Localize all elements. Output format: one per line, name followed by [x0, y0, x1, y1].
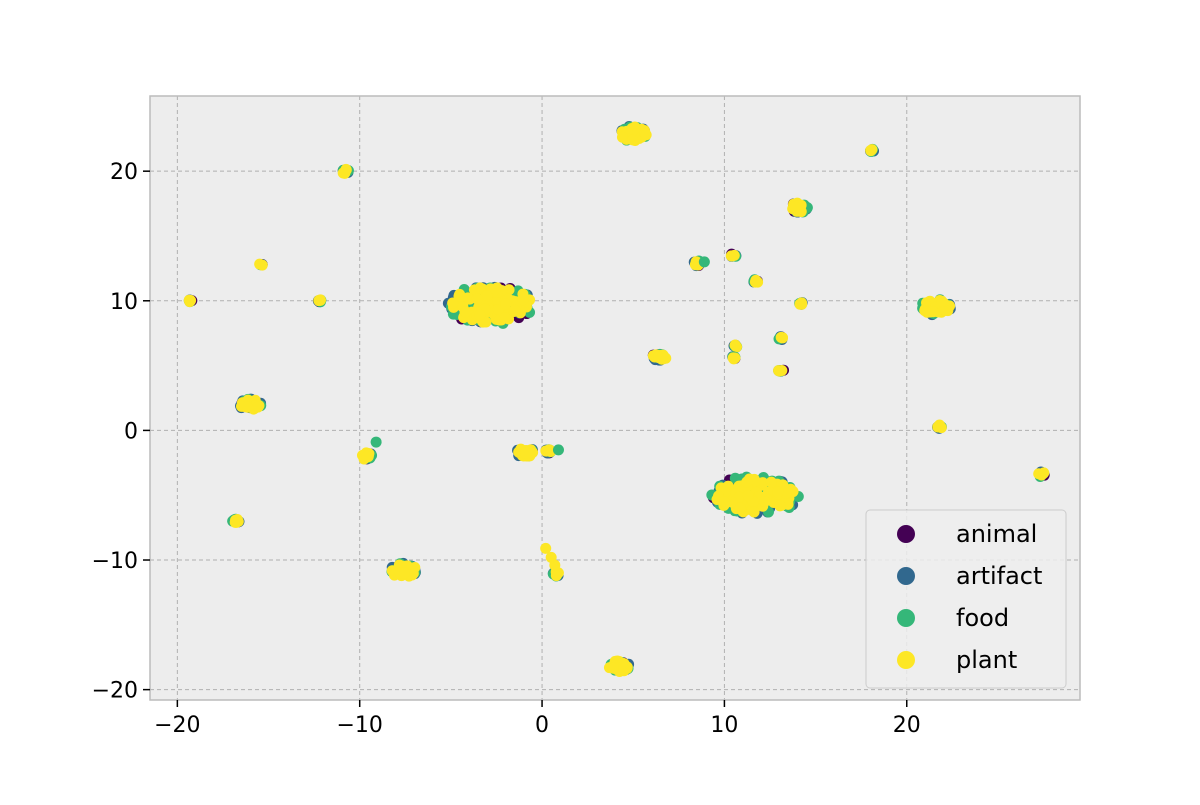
point-plant: [517, 294, 529, 306]
point-plant: [935, 422, 947, 434]
point-plant: [489, 283, 501, 295]
legend-label-animal: animal: [956, 520, 1037, 548]
x-tick-label: 0: [535, 713, 549, 738]
point-plant: [616, 131, 628, 143]
point-plant: [520, 447, 532, 459]
y-tick-label: −20: [92, 679, 138, 704]
point-food: [698, 256, 710, 268]
point-plant: [185, 295, 197, 307]
point-plant: [540, 542, 552, 554]
point-plant: [927, 306, 939, 318]
plot-frame: [149, 95, 1081, 701]
point-plant: [742, 490, 754, 502]
point-plant: [765, 476, 777, 488]
point-plant: [772, 486, 784, 498]
scatter-points: [183, 121, 1050, 677]
point-plant: [549, 559, 561, 571]
grid-lines: [150, 96, 1080, 700]
legend-marker-animal: [897, 525, 915, 543]
point-plant: [314, 294, 326, 306]
point-plant: [734, 502, 746, 514]
point-plant: [741, 476, 753, 488]
point-plant: [774, 500, 786, 512]
point-plant: [727, 352, 739, 364]
point-plant: [936, 295, 948, 307]
point-plant: [462, 292, 474, 304]
point-plant: [509, 304, 521, 316]
point-plant: [474, 309, 486, 321]
x-tick-label: 20: [893, 713, 921, 738]
point-plant: [759, 496, 771, 508]
point-food: [552, 444, 564, 456]
legend: animal artifact food plant: [865, 509, 1067, 689]
point-plant: [718, 495, 730, 507]
point-plant: [399, 567, 410, 579]
y-tick-label: 0: [124, 419, 138, 444]
point-plant: [256, 259, 268, 271]
y-tick-label: −10: [92, 549, 138, 574]
point-plant: [789, 201, 801, 213]
point-plant: [773, 365, 785, 377]
x-tick-label: 10: [710, 713, 738, 738]
point-plant: [757, 477, 769, 489]
legend-marker-food: [897, 609, 915, 627]
point-plant: [729, 339, 741, 351]
point-plant: [499, 312, 511, 324]
legend-marker-artifact: [897, 567, 915, 585]
point-plant: [726, 250, 738, 262]
point-plant: [543, 444, 555, 456]
legend-marker-plant: [897, 651, 915, 669]
point-plant: [627, 134, 639, 146]
point-food: [370, 436, 382, 448]
point-plant: [640, 129, 652, 141]
point-plant: [252, 401, 264, 413]
point-plant: [657, 349, 669, 361]
point-plant: [1038, 467, 1050, 479]
point-plant: [481, 290, 493, 302]
point-plant: [468, 284, 480, 296]
y-tick-label: 20: [110, 160, 138, 185]
point-plant: [865, 144, 877, 156]
point-plant: [777, 332, 789, 344]
point-plant: [471, 293, 483, 305]
legend-box: [865, 509, 1067, 689]
x-tick-label: −10: [336, 713, 382, 738]
point-plant: [607, 662, 619, 674]
point-plant: [361, 451, 373, 463]
point-plant: [339, 167, 351, 179]
axis-ticks: −20 −10 0 10 20 −20 −10 0 10 20: [92, 160, 921, 738]
point-plant: [794, 298, 806, 310]
point-plant: [748, 506, 760, 518]
point-plant: [939, 304, 951, 316]
point-plant: [749, 276, 761, 288]
x-tick-label: −20: [154, 713, 200, 738]
point-plant: [447, 297, 459, 309]
legend-label-food: food: [956, 604, 1009, 632]
point-plant: [780, 487, 792, 499]
point-plant: [550, 570, 562, 582]
point-plant: [459, 306, 471, 318]
point-plant: [500, 298, 512, 310]
y-tick-label: 10: [110, 290, 138, 315]
point-plant: [242, 401, 254, 413]
legend-label-artifact: artifact: [956, 562, 1042, 590]
legend-label-plant: plant: [956, 646, 1017, 674]
point-plant: [229, 516, 241, 528]
